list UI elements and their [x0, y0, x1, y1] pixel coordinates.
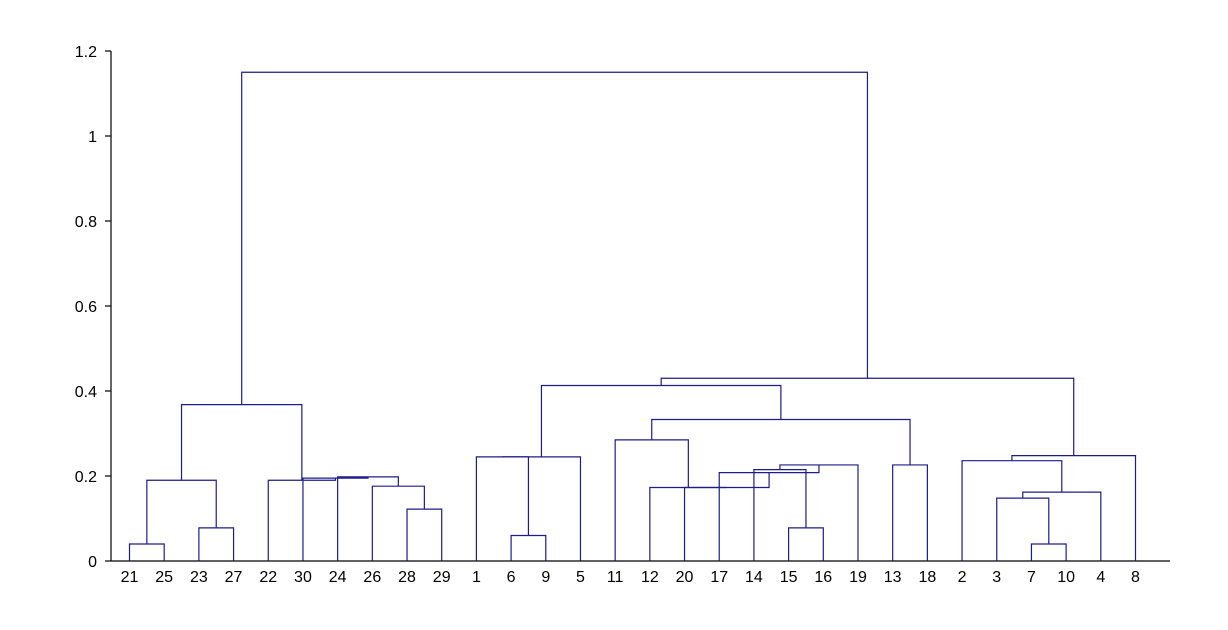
leaf-label: 24 — [329, 569, 347, 586]
leaf-label: 19 — [849, 569, 867, 586]
leaf-label: 21 — [121, 569, 139, 586]
leaf-label: 16 — [814, 569, 832, 586]
leaf-label: 23 — [190, 569, 208, 586]
y-tick-label: 0 — [88, 554, 97, 571]
merge-link — [660, 377, 1075, 456]
leaf-label: 17 — [710, 569, 728, 586]
merge-link — [241, 71, 869, 405]
leaf-label: 7 — [1027, 569, 1036, 586]
merge-link — [267, 478, 337, 561]
merge-link — [892, 464, 928, 561]
leaf-label: 15 — [780, 569, 798, 586]
leaf-label: 4 — [1096, 569, 1105, 586]
leaf-label: 10 — [1057, 569, 1075, 586]
leaf-label: 6 — [507, 569, 516, 586]
leaf-label: 29 — [433, 569, 451, 586]
merge-link — [128, 543, 165, 561]
leaf-label: 30 — [294, 569, 312, 586]
leaf-label: 13 — [884, 569, 902, 586]
merge-link — [779, 464, 859, 561]
leaf-label: 2 — [958, 569, 967, 586]
leaf-label: 5 — [576, 569, 585, 586]
merge-link — [198, 527, 235, 561]
merge-link — [502, 456, 582, 561]
axes — [110, 51, 1170, 562]
leaf-label: 3 — [992, 569, 1001, 586]
y-tick-label: 0.8 — [75, 214, 97, 231]
merge-link — [649, 486, 727, 561]
merge-link — [1011, 455, 1137, 561]
leaf-label: 26 — [363, 569, 381, 586]
merge-link — [961, 460, 1063, 561]
y-ticks: 0 0.2 0.4 0.6 0.8 1 1.2 — [75, 44, 111, 571]
merge-link — [1022, 491, 1102, 561]
merge-link — [180, 404, 303, 481]
leaf-label: 28 — [398, 569, 416, 586]
y-tick-label: 0.4 — [75, 384, 97, 401]
y-tick-label: 1.2 — [75, 44, 97, 61]
merge-link — [1030, 543, 1067, 561]
merge-link — [614, 439, 689, 561]
merge-link — [302, 476, 369, 561]
merge-link — [337, 476, 399, 561]
leaf-label: 20 — [676, 569, 694, 586]
leaf-label: 12 — [641, 569, 659, 586]
leaf-label: 8 — [1131, 569, 1140, 586]
y-tick-label: 0.2 — [75, 469, 97, 486]
leaf-label: 1 — [472, 569, 481, 586]
leaf-label: 25 — [155, 569, 173, 586]
merge-link — [475, 456, 530, 561]
merge-link — [406, 508, 443, 561]
merge-link — [146, 479, 217, 544]
leaf-label: 27 — [225, 569, 243, 586]
merge-link — [371, 485, 425, 561]
merge-link — [651, 418, 911, 465]
leaf-label: 22 — [259, 569, 277, 586]
merge-link — [753, 469, 807, 561]
y-tick-label: 1 — [88, 129, 97, 146]
merge-link — [788, 527, 824, 561]
merge-link — [996, 497, 1050, 561]
leaf-label: 9 — [541, 569, 550, 586]
merge-link — [683, 472, 770, 561]
leaf-label: 14 — [745, 569, 763, 586]
y-tick-label: 0.6 — [75, 299, 97, 316]
dendrogram-links — [128, 71, 1137, 561]
merge-link — [510, 534, 547, 561]
leaf-labels: 21 25 23 27 22 30 24 26 28 29 1 6 9 5 11 12 20 17 14 15 16 19… — [121, 569, 1140, 586]
leaf-label: 11 — [607, 569, 624, 586]
leaf-label: 18 — [918, 569, 936, 586]
merge-link — [540, 384, 782, 457]
